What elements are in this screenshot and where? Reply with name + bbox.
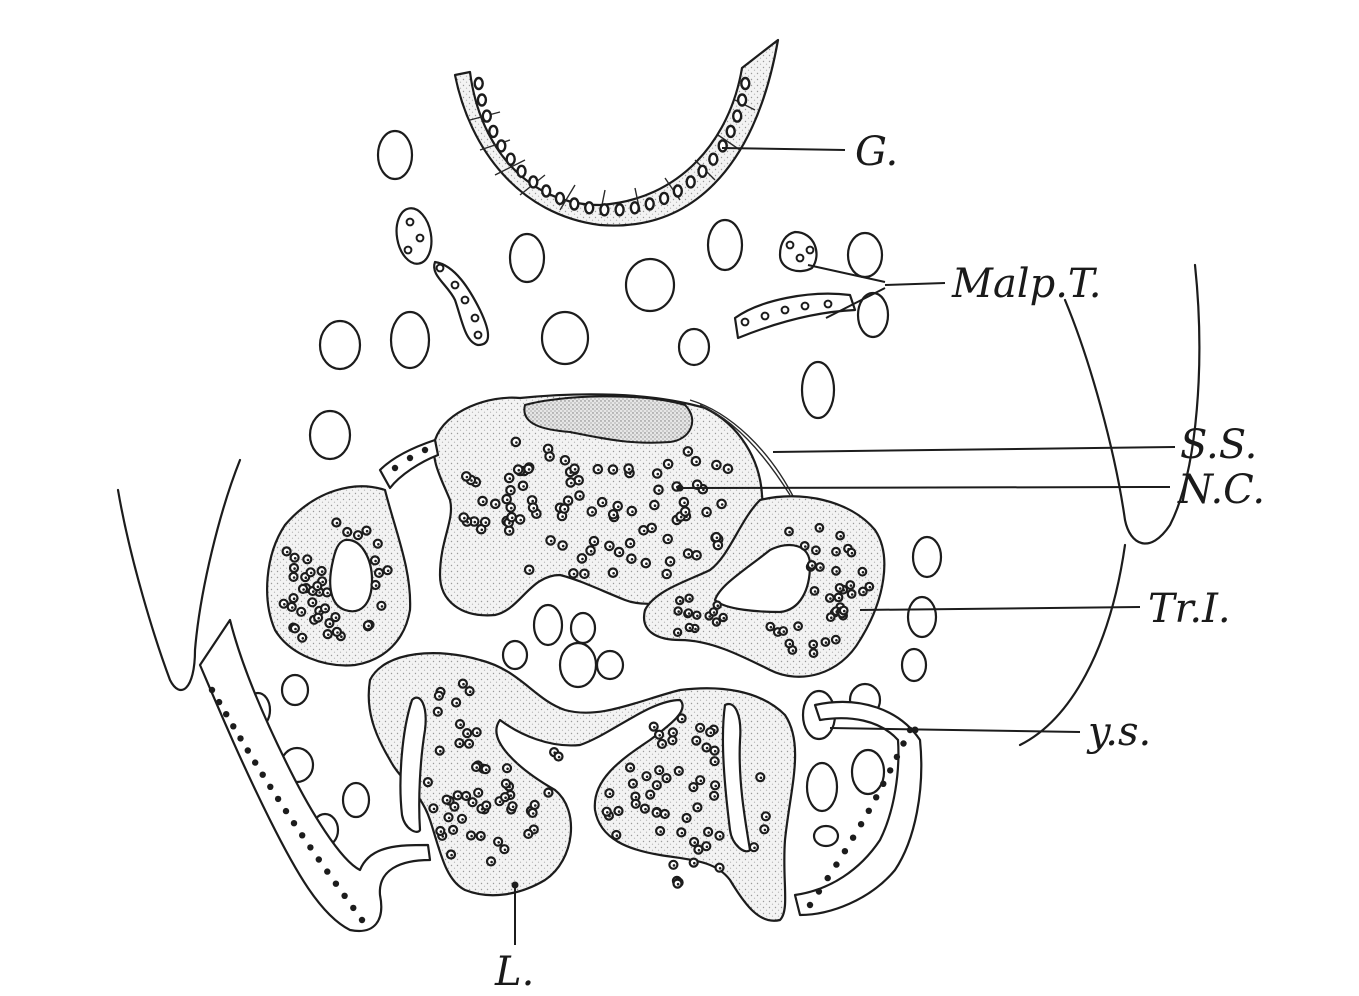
yolk-sphere (850, 748, 886, 796)
trl-structure (642, 495, 886, 678)
yolk-sphere (501, 639, 529, 671)
yolk-sphere (280, 673, 310, 707)
yolk-sphere (308, 409, 352, 461)
yolk-sphere (706, 218, 744, 272)
yolk-sphere (318, 319, 362, 371)
body-wall-left (116, 458, 242, 692)
lower-lobes (367, 652, 797, 922)
label-nerve-cord: N.C. (1177, 467, 1265, 513)
yolk-sphere (532, 603, 564, 647)
gut-epithelium (453, 38, 780, 227)
body-wall-right-lower (1018, 543, 1127, 747)
yolk-sphere (508, 232, 546, 284)
label-ss: S.S. (1180, 422, 1257, 468)
yolk-sphere (376, 129, 414, 181)
yolk-sphere (800, 360, 836, 420)
yolk-sphere (906, 595, 938, 639)
yolk-sphere (911, 535, 943, 579)
body-wall-right (1063, 263, 1201, 545)
nerve-cord (432, 393, 796, 617)
left-lateral-lobe (266, 485, 412, 667)
leader-lines (511, 147, 1176, 945)
lateral-cell-bands (198, 438, 923, 933)
yolk-sphere (341, 781, 371, 819)
yolk-sphere (677, 327, 711, 367)
malpighian-tubules (395, 207, 857, 347)
label-yolk-sphere: y.s. (1086, 709, 1151, 755)
dorsal-stippled-band (523, 395, 694, 444)
yolk-sphere (595, 649, 625, 681)
yolk-sphere (812, 824, 840, 848)
yolk-sphere (624, 257, 676, 313)
yolk-sphere (540, 310, 590, 366)
label-malpighian-tubules: Malp.T. (951, 261, 1101, 307)
yolk-sphere (805, 761, 839, 813)
label-l: L. (494, 949, 534, 995)
yolk-spheres (244, 129, 943, 848)
yolk-sphere (900, 647, 928, 683)
yolk-sphere (389, 310, 431, 370)
yolk-sphere (569, 611, 597, 645)
yolk-sphere (846, 231, 884, 279)
label-gut: G. (855, 129, 898, 175)
yolk-sphere (558, 641, 598, 689)
label-trl: Tr.I. (1148, 586, 1231, 632)
